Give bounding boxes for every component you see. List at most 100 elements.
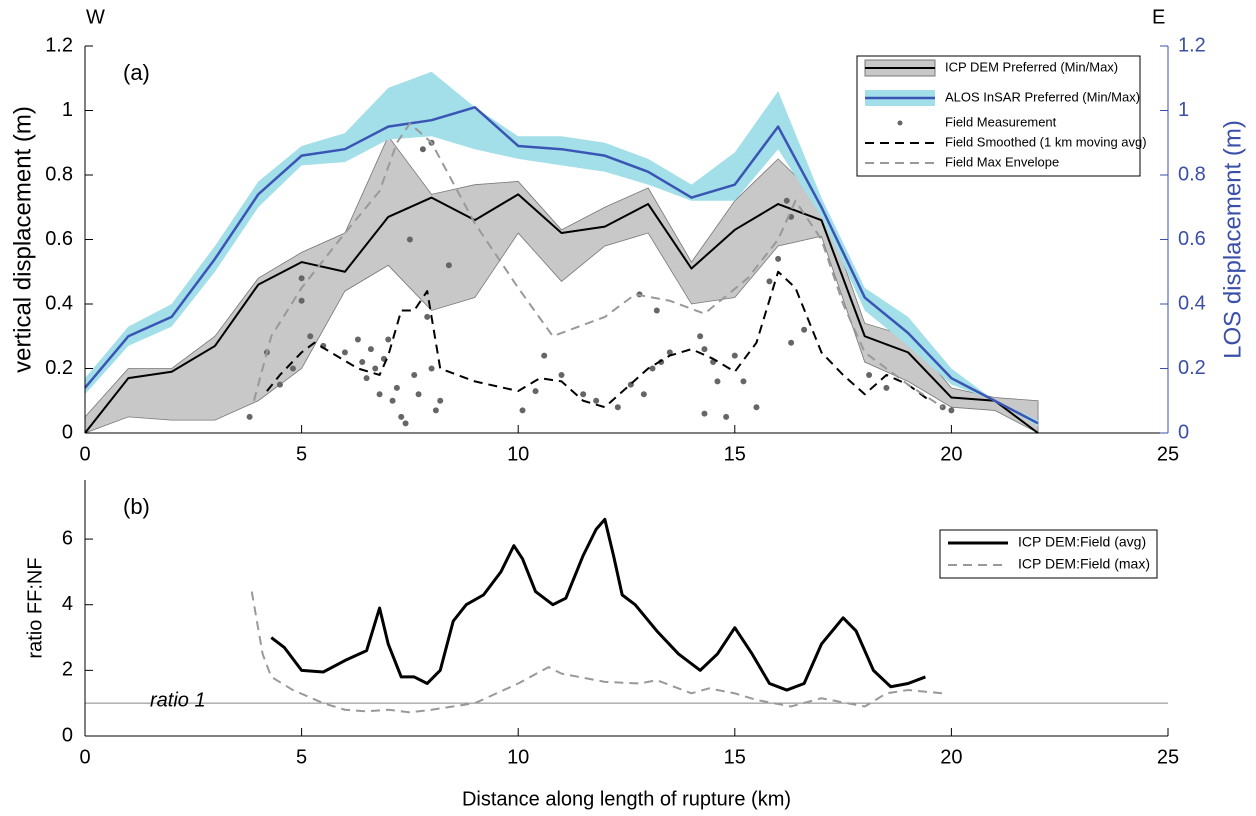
field-point: [298, 275, 305, 282]
x-tick-label: 0: [79, 443, 90, 465]
field-point: [701, 346, 708, 353]
field-point: [363, 375, 370, 382]
legend-box: [939, 529, 1158, 579]
field-point: [558, 371, 565, 378]
y-axis-label: ratio FF:NF: [24, 557, 46, 658]
x-tick-label: 20: [940, 746, 962, 768]
field-point: [649, 365, 656, 372]
field-point: [519, 407, 526, 414]
series-line: [270, 517, 926, 692]
y-tick-label: 0: [62, 421, 73, 443]
field-point: [753, 404, 760, 411]
legend-label: Field Smoothed (1 km moving avg): [945, 134, 1147, 149]
field-point: [948, 407, 955, 414]
series-line: [252, 122, 944, 409]
legend-label: ICP DEM Preferred (Min/Max): [945, 59, 1118, 74]
field-point: [398, 413, 405, 420]
field-point: [354, 336, 361, 343]
y2-tick-label: 0: [1178, 421, 1189, 443]
field-point: [788, 339, 795, 346]
y-tick-label: 0.6: [45, 228, 73, 250]
field-point: [445, 262, 452, 269]
field-point: [307, 333, 314, 340]
field-point: [359, 359, 366, 366]
y-tick-label: 1: [62, 99, 73, 121]
field-point: [640, 391, 647, 398]
field-point: [415, 391, 422, 398]
x-tick-label: 10: [507, 746, 529, 768]
y2-tick-label: 0.6: [1178, 228, 1206, 250]
field-point: [775, 255, 782, 262]
x-tick-label: 0: [79, 746, 90, 768]
y-tick-label: 2: [62, 659, 73, 681]
field-point: [402, 420, 409, 427]
field-point: [883, 384, 890, 391]
field-point: [289, 365, 296, 372]
series-line: [84, 193, 1039, 434]
field-point: [411, 371, 418, 378]
field-point: [697, 333, 704, 340]
field-point: [341, 349, 348, 356]
field-point: [367, 346, 374, 353]
field-point: [298, 297, 305, 304]
field-point: [801, 326, 808, 333]
field-point: [666, 349, 673, 356]
panel-label: (a): [123, 60, 150, 85]
field-point: [428, 365, 435, 372]
x-tick-label: 10: [507, 443, 529, 465]
y-tick-label: 0.8: [45, 163, 73, 185]
field-point: [614, 404, 621, 411]
field-point: [432, 407, 439, 414]
y2-tick-label: 0.2: [1178, 357, 1206, 379]
field-point: [424, 313, 431, 320]
field-point: [593, 397, 600, 404]
y2-tick-label: 0.4: [1178, 292, 1206, 314]
x-tick-label: 15: [724, 746, 746, 768]
direction-label: E: [1152, 6, 1165, 28]
x-axis-label: Distance along length of rupture (km): [462, 788, 791, 810]
x-tick-label: 5: [296, 443, 307, 465]
y-tick-label: 1.2: [45, 34, 73, 56]
field-point: [376, 391, 383, 398]
field-point: [740, 378, 747, 385]
legend-label: Field Max Envelope: [945, 154, 1059, 169]
field-point: [701, 410, 708, 417]
direction-label: W: [86, 6, 105, 28]
series-line: [266, 270, 931, 409]
legend-label: ALOS InSAR Preferred (Min/Max): [945, 89, 1140, 104]
y2-axis-label: LOS displacement (m): [1219, 120, 1246, 359]
field-point: [766, 278, 773, 285]
x-tick-label: 15: [724, 443, 746, 465]
y2-tick-label: 0.8: [1178, 163, 1206, 185]
field-point: [372, 365, 379, 372]
field-point: [866, 371, 873, 378]
series-line: [84, 106, 1039, 425]
y-tick-label: 0.4: [45, 292, 73, 314]
field-point: [419, 146, 426, 153]
field-point: [385, 336, 392, 343]
x-tick-label: 25: [1157, 443, 1179, 465]
y-tick-label: 0.2: [45, 357, 73, 379]
field-point: [406, 236, 413, 243]
field-point: [532, 388, 539, 395]
field-point: [653, 307, 660, 314]
y-axis-label: vertical displacement (m): [9, 106, 36, 373]
range-band: [84, 135, 1039, 434]
legend-label: ICP DEM:Field (max): [1018, 556, 1150, 572]
field-point: [541, 352, 548, 359]
field-point: [246, 413, 253, 420]
field-point: [276, 381, 283, 388]
legend-label: Field Measurement: [945, 114, 1057, 129]
y2-tick-label: 1.2: [1178, 34, 1206, 56]
field-point: [389, 397, 396, 404]
field-point: [714, 378, 721, 385]
field-point: [580, 391, 587, 398]
x-tick-label: 20: [940, 443, 962, 465]
series-line: [250, 591, 943, 714]
legend-label: ICP DEM:Field (avg): [1018, 534, 1146, 550]
x-tick-label: 25: [1157, 746, 1179, 768]
y-tick-label: 4: [62, 593, 73, 615]
field-point: [393, 384, 400, 391]
